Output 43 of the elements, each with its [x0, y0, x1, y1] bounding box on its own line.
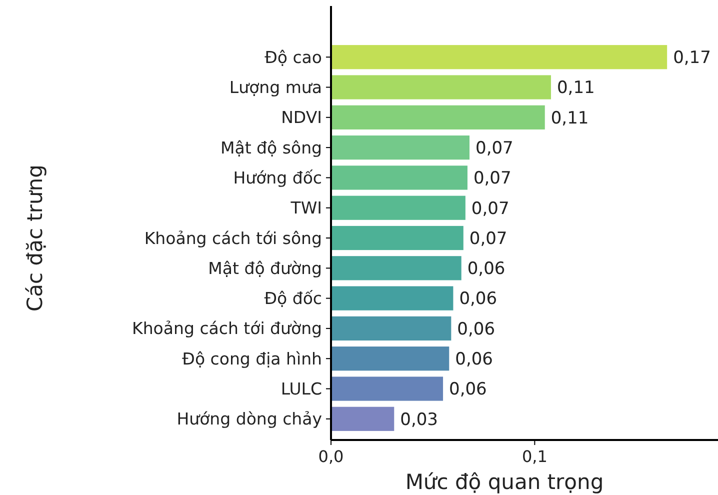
y-tick-label: Khoảng cách tới sông: [144, 228, 322, 248]
data-label: 0,11: [556, 78, 595, 98]
data-label: 0,11: [550, 108, 589, 128]
bar: [331, 45, 668, 70]
y-tick-label: NDVI: [281, 108, 322, 128]
bar: [331, 286, 454, 310]
data-label: 0,06: [455, 350, 493, 370]
y-tick-label: Độ cong địa hình: [182, 349, 322, 368]
data-label: 0,07: [469, 228, 508, 249]
y-tick-label: Hướng đốc: [233, 168, 322, 188]
y-tick-label: Khoảng cách tới đường: [132, 319, 322, 338]
data-label: 0,07: [476, 138, 514, 158]
bar: [331, 346, 450, 371]
bar: [331, 105, 545, 130]
bar: [331, 316, 452, 341]
y-tick-label: Độ cao: [264, 48, 322, 67]
bar: [331, 135, 470, 160]
y-tick-label: Hướng dòng chảy: [176, 410, 322, 429]
bar: [331, 376, 444, 401]
y-tick-label: Độ đốc: [264, 289, 322, 308]
bar: [331, 75, 551, 100]
data-label: 0,07: [473, 168, 512, 189]
bar: [331, 196, 466, 220]
y-tick-label: TWI: [290, 198, 322, 218]
bar: [331, 226, 464, 250]
x-axis-title: Mức độ quan trọng: [405, 470, 604, 494]
data-label: 0,06: [449, 380, 487, 400]
y-tick-label: Mật độ đường: [208, 258, 322, 278]
y-tick-label: LULC: [280, 380, 322, 399]
x-tick-label: 0,0: [318, 447, 344, 466]
bar: [331, 166, 468, 190]
data-label: 0,06: [459, 289, 498, 310]
x-tick-label: 0,1: [522, 447, 548, 466]
data-label: 0,06: [457, 319, 496, 340]
data-label: 0,17: [673, 48, 711, 68]
bar: [331, 256, 462, 280]
bar: [331, 406, 394, 431]
data-label: 0,03: [400, 410, 438, 430]
y-tick-label: Lượng mưa: [229, 78, 322, 98]
data-label: 0,07: [471, 198, 510, 219]
y-tick-label: Mật độ sông: [220, 138, 322, 158]
y-axis-title: Các đặc trưng: [23, 164, 47, 312]
data-label: 0,06: [467, 259, 506, 280]
